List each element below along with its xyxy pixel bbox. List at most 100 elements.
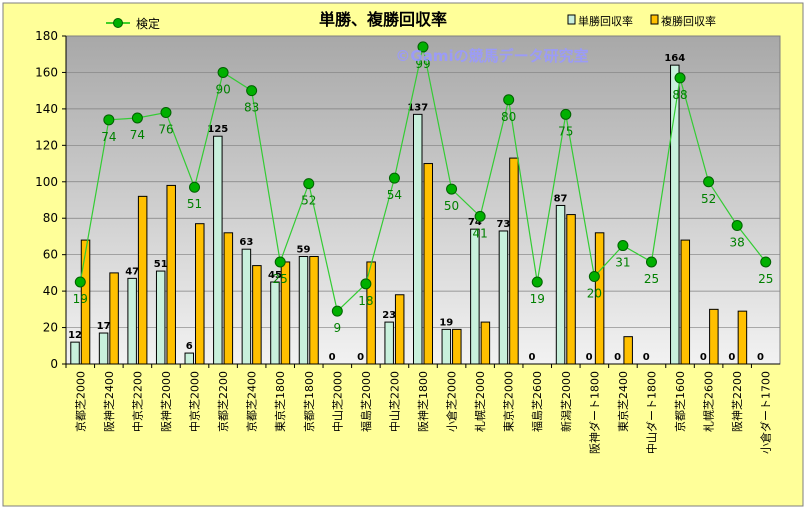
x-tick-label: 福島芝2000 xyxy=(359,371,373,432)
chart-title: 単勝、複勝回収率 xyxy=(319,10,447,29)
x-tick-label: 東京芝1800 xyxy=(273,371,287,432)
legend-label-tansho: 単勝回収率 xyxy=(578,14,633,28)
line-marker-kentei xyxy=(531,276,543,288)
x-tick-label: 札幌芝2600 xyxy=(702,371,716,432)
x-tick-label: 京都芝1800 xyxy=(302,371,316,432)
bar-label-tansho: 12 xyxy=(68,330,82,341)
bar-label-tansho: 0 xyxy=(700,352,707,363)
line-marker-kentei xyxy=(588,271,600,283)
bar-label-tansho: 0 xyxy=(614,352,621,363)
bar-fukusho xyxy=(509,157,519,365)
line-label-kentei: 52 xyxy=(701,192,716,206)
line-marker-kentei xyxy=(388,172,400,184)
x-tick-label: 京都芝2200 xyxy=(216,371,230,432)
line-label-kentei: 52 xyxy=(301,194,316,208)
line-marker-kentei xyxy=(503,94,515,106)
line-label-kentei: 88 xyxy=(672,88,687,102)
bar-fukusho xyxy=(594,232,605,365)
x-axis: 京都芝2000 阪神芝2400 中京芝2200 阪神芝2000 中京芝2000 京都芝22… xyxy=(65,364,773,454)
bar-label-tansho: 17 xyxy=(97,321,111,332)
bar-fukusho xyxy=(252,265,262,365)
line-label-kentei: 25 xyxy=(273,272,288,286)
watermark: ©Gamiの競馬データ研究室 xyxy=(395,47,588,65)
bar-fukusho xyxy=(623,336,633,365)
x-tick-label: 阪神芝2000 xyxy=(159,371,173,432)
bar-fukusho xyxy=(137,195,148,365)
x-tick-label: 札幌芝2000 xyxy=(473,371,487,432)
line-label-kentei: 41 xyxy=(472,226,487,240)
bar-tansho xyxy=(470,228,480,365)
bar-fukusho xyxy=(737,310,748,365)
bar-label-tansho: 23 xyxy=(382,310,396,321)
bar-label-tansho: 73 xyxy=(496,219,510,230)
bar-tansho xyxy=(384,321,394,365)
bar-tansho xyxy=(213,135,223,365)
bar-label-tansho: 0 xyxy=(329,352,336,363)
bar-fukusho xyxy=(223,232,234,365)
bar-label-tansho: 47 xyxy=(125,266,139,277)
line-marker-kentei xyxy=(731,220,743,232)
line-marker-kentei xyxy=(645,256,657,268)
line-label-kentei: 50 xyxy=(444,199,459,213)
y-tick-label: 160 xyxy=(35,65,58,79)
line-label-kentei: 74 xyxy=(130,128,145,142)
y-tick-label: 60 xyxy=(43,248,58,262)
x-tick-label: 京都芝1600 xyxy=(673,371,687,432)
x-tick-label: 東京芝2400 xyxy=(616,371,630,432)
line-marker-kentei xyxy=(160,107,172,119)
line-marker-kentei xyxy=(417,41,429,53)
line-marker-kentei xyxy=(189,181,201,193)
x-tick-label: 京都芝2000 xyxy=(73,371,87,432)
line-marker-kentei xyxy=(474,210,486,222)
line-label-kentei: 90 xyxy=(215,82,230,96)
bar-tansho xyxy=(270,281,280,365)
y-tick-label: 0 xyxy=(50,357,58,371)
bar-tansho xyxy=(298,255,309,365)
x-tick-label: 小倉芝2000 xyxy=(445,371,459,432)
line-marker-kentei xyxy=(331,305,343,317)
bar-tansho xyxy=(413,113,423,365)
bar-label-tansho: 63 xyxy=(239,237,253,248)
legend-swatch-fukusho xyxy=(650,14,659,25)
x-tick-label: 小倉ダート1700 xyxy=(759,371,773,454)
bar-tansho xyxy=(441,328,452,365)
x-tick-label: 阪神ダート1800 xyxy=(587,371,601,454)
line-marker-kentei xyxy=(360,278,372,290)
bar-label-tansho: 0 xyxy=(643,352,650,363)
bar-fukusho xyxy=(109,272,119,365)
line-label-kentei: 25 xyxy=(758,272,773,286)
line-label-kentei: 80 xyxy=(501,110,516,124)
bar-labels: 12 17 47 51 6 125 63 45 59 0 0 23 137 19 74 73 0 87 0 0 0 164… xyxy=(68,53,764,363)
line-series: 19 74 74 76 51 90 83 25 52 9 18 54 99 50 41 80 19 75 20 31 2… xyxy=(73,41,773,335)
bar-label-tansho: 137 xyxy=(407,102,428,113)
bar-label-tansho: 0 xyxy=(357,352,364,363)
bar-label-tansho: 0 xyxy=(586,352,593,363)
line-marker-kentei xyxy=(246,85,258,97)
bar-tansho xyxy=(184,352,195,365)
y-tick-label: 20 xyxy=(43,321,58,335)
bar-fukusho xyxy=(452,328,462,365)
bar-label-tansho: 0 xyxy=(728,352,735,363)
line-label-kentei: 18 xyxy=(358,294,373,308)
x-tick-label: 中山ダート1800 xyxy=(644,371,658,454)
x-tick-label: 阪神芝2400 xyxy=(102,371,116,432)
bar-tansho xyxy=(127,277,137,365)
x-tick-label: 中京芝2200 xyxy=(130,371,144,432)
bar-fukusho xyxy=(680,239,691,365)
legend-label-fukusho: 複勝回収率 xyxy=(661,14,716,28)
legend-label-kentei: 検定 xyxy=(136,16,160,31)
bar-label-tansho: 125 xyxy=(207,124,228,135)
bar-tansho xyxy=(670,64,680,365)
y-tick-label: 120 xyxy=(35,138,58,152)
bar-fukusho xyxy=(566,214,576,365)
x-tick-label: 中山芝2200 xyxy=(388,371,401,432)
bar-tansho xyxy=(70,341,80,365)
x-tick-label: 京都芝2400 xyxy=(245,371,259,432)
bar-fukusho xyxy=(366,261,376,365)
line-marker-kentei xyxy=(74,276,86,288)
bar-label-tansho: 45 xyxy=(268,270,282,281)
line-label-kentei: 76 xyxy=(158,123,173,137)
line-marker-kentei xyxy=(446,183,458,195)
line-marker-kentei xyxy=(703,176,715,188)
